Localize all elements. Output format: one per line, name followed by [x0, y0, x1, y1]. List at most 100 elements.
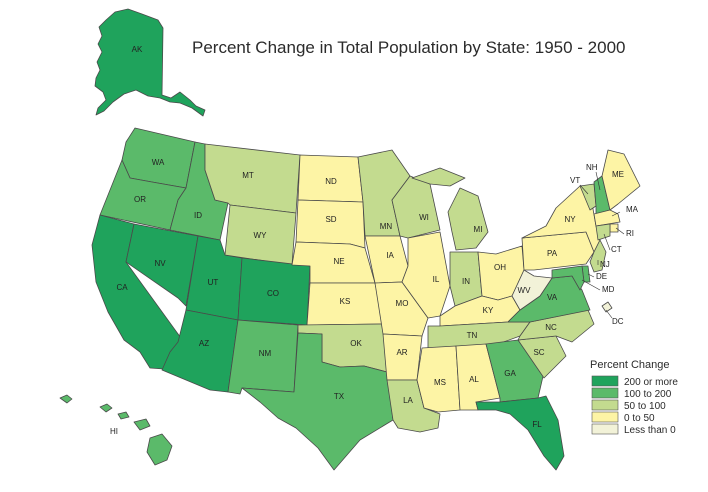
state-AZ: [161, 309, 239, 393]
label-MO: MO: [396, 299, 409, 308]
label-HI: HI: [110, 427, 118, 436]
state-WI: [391, 175, 441, 239]
legend-label-200plus: 200 or more: [624, 377, 678, 388]
label-NY: NY: [564, 215, 576, 224]
state-MA: [593, 209, 621, 227]
label-DE: DE: [596, 272, 607, 281]
state-NV: [125, 223, 199, 307]
state-labels: AK HI WA OR CA ID NV UT AZ MT WY CO NM N…: [110, 45, 639, 436]
label-WI: WI: [419, 213, 429, 222]
legend-label-lt0: Less than 0: [624, 425, 676, 436]
state-ME: [601, 149, 641, 211]
label-UT: UT: [208, 278, 219, 287]
label-OH: OH: [494, 263, 506, 272]
state-HI-island-5: [146, 433, 173, 466]
state-NY: [521, 185, 601, 253]
label-AR: AR: [396, 348, 407, 357]
label-ME: ME: [612, 170, 624, 179]
label-TN: TN: [467, 331, 478, 340]
state-AR: [382, 333, 423, 381]
label-AL: AL: [469, 375, 479, 384]
label-VT: VT: [570, 176, 580, 185]
label-WA: WA: [152, 158, 165, 167]
label-CO: CO: [267, 289, 279, 298]
legend-swatch-200plus: [591, 375, 619, 387]
state-CT: [595, 223, 611, 241]
legend-label-0to50: 0 to 50: [624, 413, 655, 424]
label-AK: AK: [132, 45, 143, 54]
label-ND: ND: [325, 177, 337, 186]
label-leader-lines: [579, 171, 625, 319]
label-SD: SD: [325, 215, 336, 224]
label-OK: OK: [350, 339, 362, 348]
label-NJ: NJ: [600, 260, 610, 269]
state-AK: [94, 8, 206, 117]
label-MI: MI: [474, 225, 483, 234]
legend-label-100to200: 100 to 200: [624, 389, 672, 400]
label-ID: ID: [194, 211, 202, 220]
label-RI: RI: [626, 229, 634, 238]
state-SD: [295, 199, 366, 249]
leader-RI: [615, 227, 625, 235]
legend-swatch-0to50: [591, 411, 619, 423]
legend-swatch-50to100: [591, 399, 619, 411]
state-NJ: [589, 239, 607, 273]
label-KY: KY: [483, 306, 494, 315]
state-HI-island-1: [59, 394, 73, 404]
label-AZ: AZ: [199, 339, 209, 348]
state-PA: [521, 231, 595, 271]
label-IN: IN: [462, 277, 470, 286]
label-MD: MD: [602, 285, 615, 294]
label-CA: CA: [116, 283, 128, 292]
label-WV: WV: [518, 286, 532, 295]
leader-DC: [605, 309, 613, 319]
legend-label-50to100: 50 to 100: [624, 401, 666, 412]
leader-DE: [587, 273, 595, 278]
state-TX: [241, 332, 394, 471]
label-PA: PA: [547, 249, 558, 258]
label-KS: KS: [340, 297, 351, 306]
label-NE: NE: [333, 257, 344, 266]
legend-swatch-lt0: [591, 423, 619, 435]
map-title: Percent Change in Total Population by St…: [192, 38, 626, 57]
state-MI: [447, 187, 489, 251]
state-HI-island-4: [133, 418, 151, 431]
state-MO: [374, 281, 429, 337]
legend-swatch-100to200: [591, 387, 619, 399]
state-FL: [475, 395, 565, 471]
legend-title: Percent Change: [590, 359, 670, 371]
label-NC: NC: [545, 323, 557, 332]
state-HI-island-3: [117, 411, 130, 420]
leader-VT: [579, 184, 589, 195]
state-IL: [401, 231, 451, 319]
label-IL: IL: [433, 275, 440, 284]
leader-MD: [581, 279, 601, 291]
state-MD: [551, 265, 585, 291]
state-RI: [609, 223, 619, 233]
label-MN: MN: [380, 222, 393, 231]
label-MA: MA: [626, 205, 639, 214]
label-OR: OR: [134, 195, 146, 204]
label-SC: SC: [533, 348, 544, 357]
label-NH: NH: [586, 163, 598, 172]
label-CT: CT: [611, 245, 622, 254]
label-NV: NV: [154, 259, 166, 268]
label-MT: MT: [242, 171, 254, 180]
label-DC: DC: [612, 317, 624, 326]
state-HI-group: [59, 394, 173, 466]
label-LA: LA: [403, 396, 413, 405]
state-DC: [601, 301, 613, 313]
label-TX: TX: [334, 392, 345, 401]
label-GA: GA: [504, 369, 516, 378]
label-IA: IA: [386, 251, 394, 260]
leader-CT: [603, 233, 611, 251]
leader-NH: [595, 171, 601, 191]
label-VA: VA: [547, 293, 558, 302]
leader-MA: [611, 211, 621, 217]
label-WY: WY: [254, 231, 268, 240]
label-MS: MS: [434, 378, 446, 387]
